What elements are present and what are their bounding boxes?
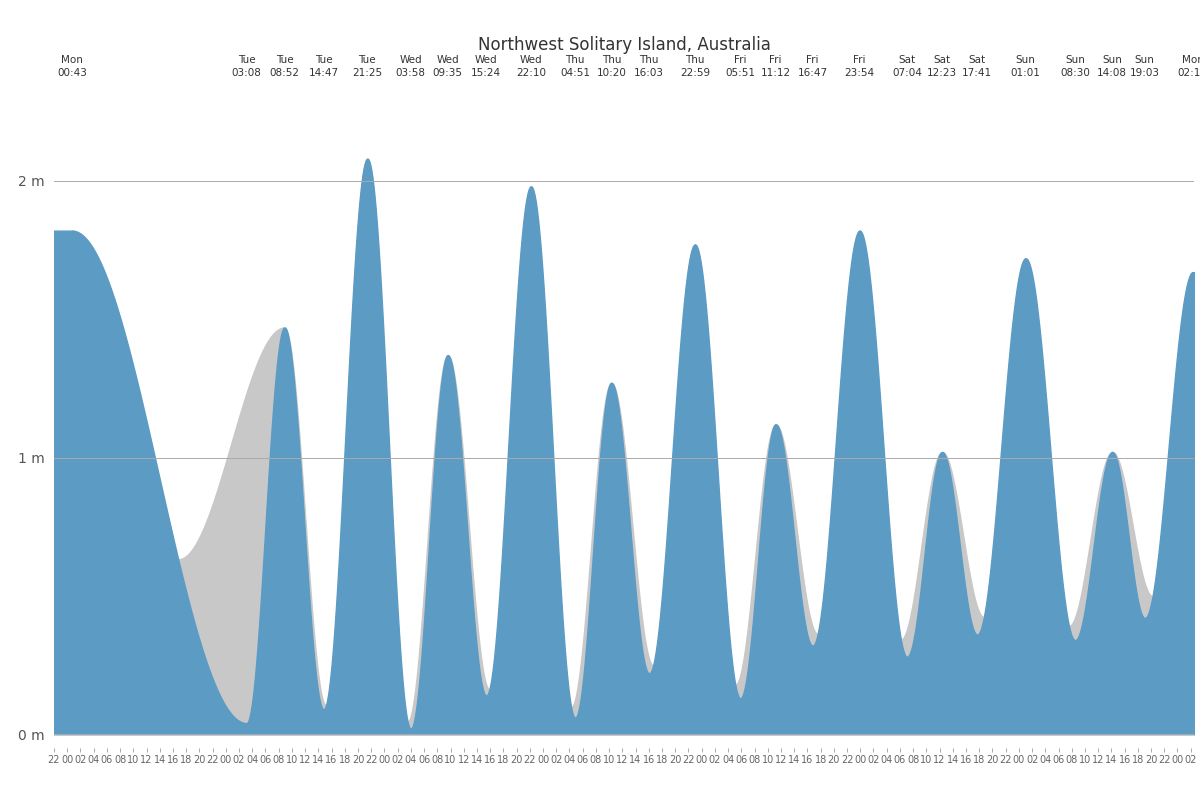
Title: Northwest Solitary Island, Australia: Northwest Solitary Island, Australia (478, 36, 770, 54)
